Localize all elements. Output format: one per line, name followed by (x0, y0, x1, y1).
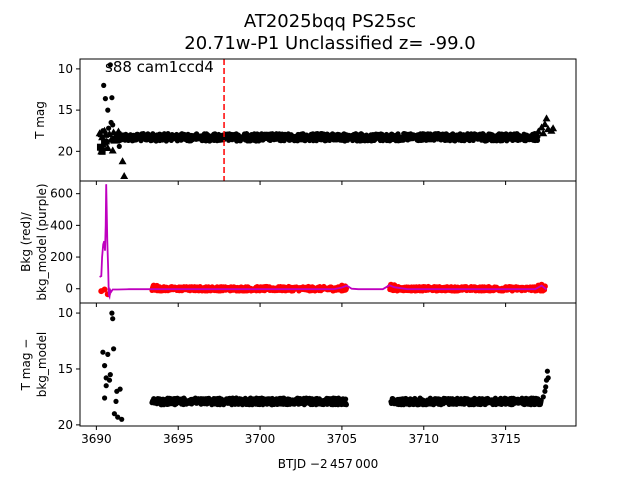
data-point (110, 316, 116, 322)
data-point (105, 351, 111, 357)
square-point (101, 138, 109, 146)
bkg-point (153, 282, 160, 289)
triangle-point (542, 114, 551, 122)
panel-1-series-3 (96, 138, 109, 155)
panel-1-band-1 (115, 131, 541, 144)
panel-1-series-2 (95, 126, 129, 180)
data-point (113, 398, 119, 404)
triangle-point (539, 129, 548, 137)
y-tick-label: 200 (50, 250, 73, 264)
data-point (111, 411, 117, 417)
data-point (119, 416, 125, 422)
y-tick-label: 0 (65, 282, 73, 296)
data-point (100, 349, 106, 355)
data-point (105, 107, 111, 113)
y-tick-label: 20 (58, 144, 73, 158)
y-tick-label: 15 (58, 362, 73, 376)
annotation-label: s88 cam1ccd4 (105, 58, 214, 76)
data-point (106, 125, 112, 131)
triangle-point (534, 127, 543, 135)
data-point (545, 375, 551, 381)
data-point (343, 396, 349, 402)
panel-3-band-1 (149, 395, 349, 408)
data-point (101, 82, 107, 88)
data-point (544, 368, 551, 374)
y-axis-label: T mag (33, 101, 47, 140)
x-tick-label: 3705 (327, 432, 358, 446)
y-axis-label: bkg_model (35, 332, 49, 398)
triangle-point (549, 124, 558, 132)
triangle-point (100, 126, 109, 134)
triangle-point (108, 146, 117, 154)
panel-1: 10 15 20 T mag (33, 58, 577, 185)
data-point (102, 395, 108, 401)
data-point (108, 119, 114, 126)
data-point (107, 372, 113, 378)
panel-2: 0 200 400 600 Bkg (red)/bkg_model (purple) (19, 180, 577, 307)
y-axis-label: Bkg (red)/ (19, 211, 33, 272)
data-point (106, 377, 113, 383)
chart-title-line2: 20.71w-P1 Unclassified z= -99.0 (184, 33, 475, 54)
bkg-point (101, 286, 108, 293)
x-axis-label: BTJD −2 457 000 (278, 457, 378, 471)
triangle-point (101, 130, 110, 138)
data-point (542, 388, 548, 394)
data-point (540, 394, 546, 400)
data-point (109, 95, 115, 101)
y-axis-label: bkg_model (purple) (35, 183, 49, 300)
data-point (114, 388, 120, 394)
data-point (535, 134, 541, 140)
panel-3: 10 15 20 T mag − bkg_model 3690 3695 3700 3705 37… (19, 302, 577, 446)
x-tick-label: 3715 (490, 432, 521, 446)
chart-title-line1: AT2025bqq PS25sc (244, 11, 416, 32)
panel-3-series-1 (100, 310, 125, 422)
panel-3-band-2 (388, 395, 544, 408)
panel-1-series-4 (534, 114, 558, 137)
x-tick-label: 3695 (163, 432, 194, 446)
triangle-point (116, 130, 125, 138)
x-tick-label: 3710 (408, 432, 439, 446)
data-point (115, 414, 121, 420)
data-point (111, 346, 117, 352)
y-tick-label: 15 (58, 103, 73, 117)
data-point (102, 363, 108, 369)
y-tick-label: 400 (50, 218, 73, 232)
y-tick-label: 10 (58, 306, 73, 320)
y-tick-label: 10 (58, 62, 73, 76)
triangle-point (110, 136, 119, 144)
data-point (343, 402, 349, 408)
panel-3-series-2 (540, 368, 551, 400)
triangle-point (120, 172, 129, 180)
bkg-model-line (99, 184, 548, 301)
square-point (98, 147, 106, 155)
data-point (543, 384, 549, 390)
panel-3-frame (79, 302, 577, 427)
triangle-point (103, 144, 112, 152)
y-axis-label: T mag − (19, 339, 33, 392)
data-point (107, 62, 113, 68)
data-point (109, 310, 115, 316)
square-point (96, 143, 104, 151)
x-tick-label: 3700 (245, 432, 276, 446)
triangle-point (540, 120, 549, 128)
x-tick-label: 3690 (81, 432, 112, 446)
data-point (116, 143, 122, 149)
data-point (102, 96, 108, 102)
y-tick-label: 20 (58, 418, 73, 432)
y-tick-label: 600 (50, 187, 73, 201)
data-point (103, 383, 109, 389)
triangle-point (118, 157, 127, 165)
